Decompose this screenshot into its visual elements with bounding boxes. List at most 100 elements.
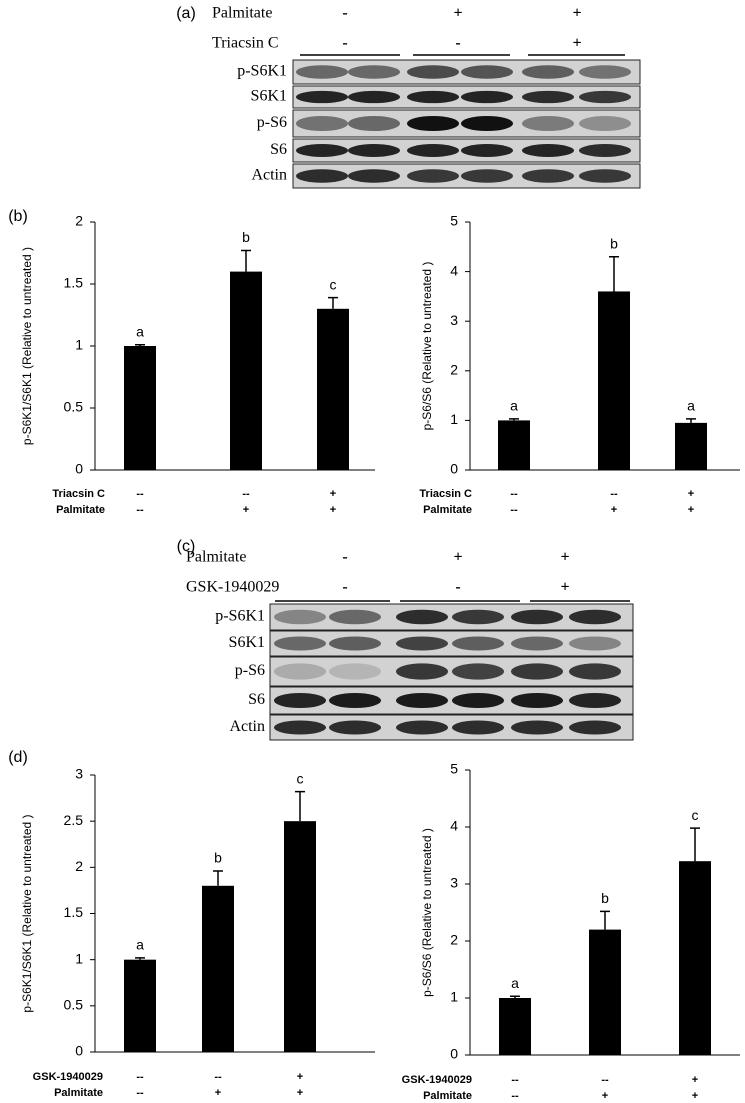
blot-band (522, 90, 574, 104)
condition-name: Palmitate (56, 504, 105, 516)
blot-row-label: p-S6 (235, 662, 265, 679)
blot-band (461, 90, 513, 104)
blot-band (296, 90, 348, 104)
condition-sign: + (611, 504, 617, 516)
bar (675, 422, 707, 470)
condition-name: Triacsin C (52, 488, 105, 500)
y-tick-label: 3 (450, 312, 458, 328)
condition-sign: - (342, 35, 347, 52)
blot-band (296, 65, 348, 79)
y-tick-label: 0.5 (64, 997, 84, 1013)
y-tick-label: 1 (75, 337, 83, 353)
y-axis-label: p-S6K1/S6K1 (Relative to untreated ) (20, 814, 34, 1012)
error-bar (135, 344, 145, 346)
blot-band (329, 663, 381, 680)
bar (230, 271, 262, 470)
blot-band (407, 90, 459, 104)
blot-band (579, 169, 631, 183)
y-tick-label: 2.5 (64, 812, 84, 828)
y-tick-label: 1 (75, 950, 83, 966)
condition-sign: -- (510, 504, 518, 516)
condition-sign: -- (511, 1074, 519, 1086)
bar (598, 291, 630, 470)
error-bar (690, 827, 700, 862)
blot-band (407, 169, 459, 183)
y-tick-label: 0 (450, 1046, 458, 1062)
condition-sign: - (342, 579, 347, 596)
blot-band (569, 663, 621, 680)
error-bar (686, 418, 696, 423)
significance-letter: b (601, 890, 609, 906)
condition-sign: + (243, 504, 249, 516)
blot-band (522, 144, 574, 157)
condition-sign: + (692, 1090, 698, 1102)
condition-sign: + (453, 549, 462, 566)
y-axis-label: p-S6K1/S6K1 (Relative to untreated ) (20, 247, 34, 445)
error-bar (295, 790, 305, 822)
y-tick-label: 5 (450, 213, 458, 229)
condition-sign: + (602, 1090, 608, 1102)
significance-letter: b (610, 235, 618, 251)
blot-row-label: S6 (270, 141, 287, 158)
blot-band (579, 144, 631, 157)
blot-band (452, 636, 504, 651)
blot-row-label: p-S6 (257, 114, 287, 131)
blot-band (461, 169, 513, 183)
condition-sign: + (692, 1074, 698, 1086)
y-axis-label: p-S6/S6 (Relative to untreated ) (420, 262, 434, 431)
y-tick-label: 0 (75, 1043, 83, 1059)
bar (498, 420, 530, 470)
error-bar (135, 957, 145, 960)
bar (124, 346, 156, 470)
y-tick-label: 0 (75, 461, 83, 477)
blot-band (452, 609, 504, 625)
blot-band (452, 692, 504, 709)
panel-label: (d) (8, 749, 28, 766)
blot-band (452, 663, 504, 680)
y-tick-label: 2 (450, 362, 458, 378)
blot-band (348, 169, 400, 183)
significance-letter: a (510, 398, 518, 414)
panel-label: (c) (177, 538, 196, 555)
condition-sign: + (215, 1087, 221, 1099)
blot-band (396, 663, 448, 680)
blot-band (329, 692, 381, 709)
blot-band (329, 720, 381, 735)
blot-band (407, 115, 459, 132)
blot-band (522, 169, 574, 183)
condition-sign: + (453, 5, 462, 22)
bar (499, 998, 531, 1055)
condition-sign: - (455, 35, 460, 52)
condition-sign: - (342, 549, 347, 566)
condition-sign: + (572, 35, 581, 52)
significance-letter: b (242, 229, 250, 245)
bar (317, 308, 349, 470)
condition-sign: -- (601, 1074, 609, 1086)
error-bar (510, 995, 520, 998)
blot-band (569, 636, 621, 651)
panel-label: (b) (8, 208, 28, 225)
y-tick-label: 1.5 (64, 904, 84, 920)
blot-band (296, 169, 348, 183)
blot-band (461, 65, 513, 79)
blot-band (396, 609, 448, 625)
blot-band (511, 609, 563, 625)
bar (202, 885, 234, 1052)
blot-band (348, 90, 400, 104)
condition-sign: + (330, 504, 336, 516)
blot-band (569, 692, 621, 709)
blot-band (511, 663, 563, 680)
bar (589, 929, 621, 1055)
y-tick-label: 5 (450, 761, 458, 777)
y-tick-label: 4 (450, 818, 458, 834)
y-tick-label: 2 (75, 213, 83, 229)
blot-row-label: Actin (229, 718, 265, 735)
error-bar (609, 255, 619, 292)
blot-band (569, 720, 621, 735)
condition-name: Palmitate (423, 504, 472, 516)
condition-sign: -- (136, 488, 144, 500)
blot-row-label: p-S6K1 (237, 63, 287, 80)
bar (284, 821, 316, 1052)
condition-name: GSK-1940029 (402, 1074, 472, 1086)
blot-band (296, 144, 348, 157)
